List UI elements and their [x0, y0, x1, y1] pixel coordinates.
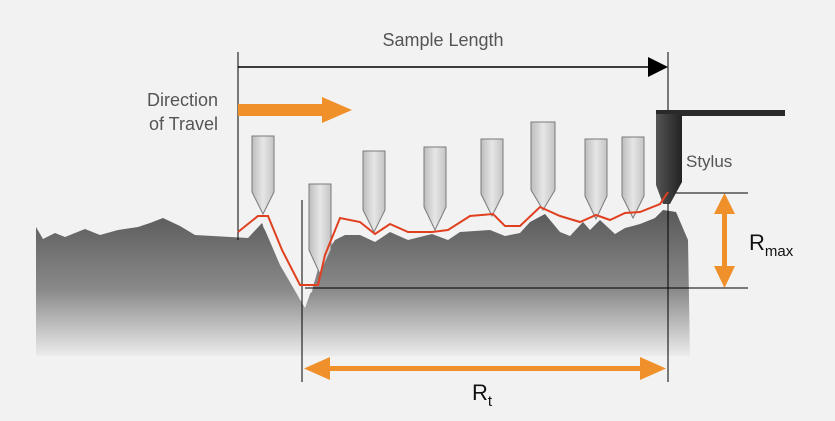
rmax-main: R — [749, 230, 765, 255]
direction-label-line1: Direction — [147, 90, 218, 110]
stylus-label: Stylus — [686, 152, 732, 171]
sample-length-arrowhead — [648, 57, 668, 77]
direction-label-line2: of Travel — [149, 114, 218, 134]
stylus-tip — [423, 146, 447, 232]
rt-subscript: t — [488, 393, 493, 410]
surface-profile — [36, 210, 690, 356]
rt-main: R — [472, 380, 488, 405]
stylus-tip — [621, 136, 645, 220]
stylus-tip — [480, 138, 504, 218]
rmax-subscript: max — [765, 243, 794, 260]
stylus-holder — [656, 114, 682, 204]
rt-arrow — [304, 357, 666, 380]
stylus-tip — [251, 135, 275, 216]
stylus-arm — [656, 110, 785, 116]
valley-gap — [262, 225, 325, 300]
rt-label: Rt — [472, 380, 493, 410]
stylus-tip — [362, 150, 386, 234]
rmax-arrow — [714, 193, 735, 288]
rmax-label: Rmax — [749, 230, 794, 260]
sample-length-label: Sample Length — [382, 30, 503, 50]
direction-arrow — [238, 97, 352, 123]
stylus-trace — [237, 191, 669, 286]
stylus-tips — [251, 121, 645, 276]
stylus-tip — [530, 121, 556, 211]
stylus-tip — [584, 138, 608, 221]
